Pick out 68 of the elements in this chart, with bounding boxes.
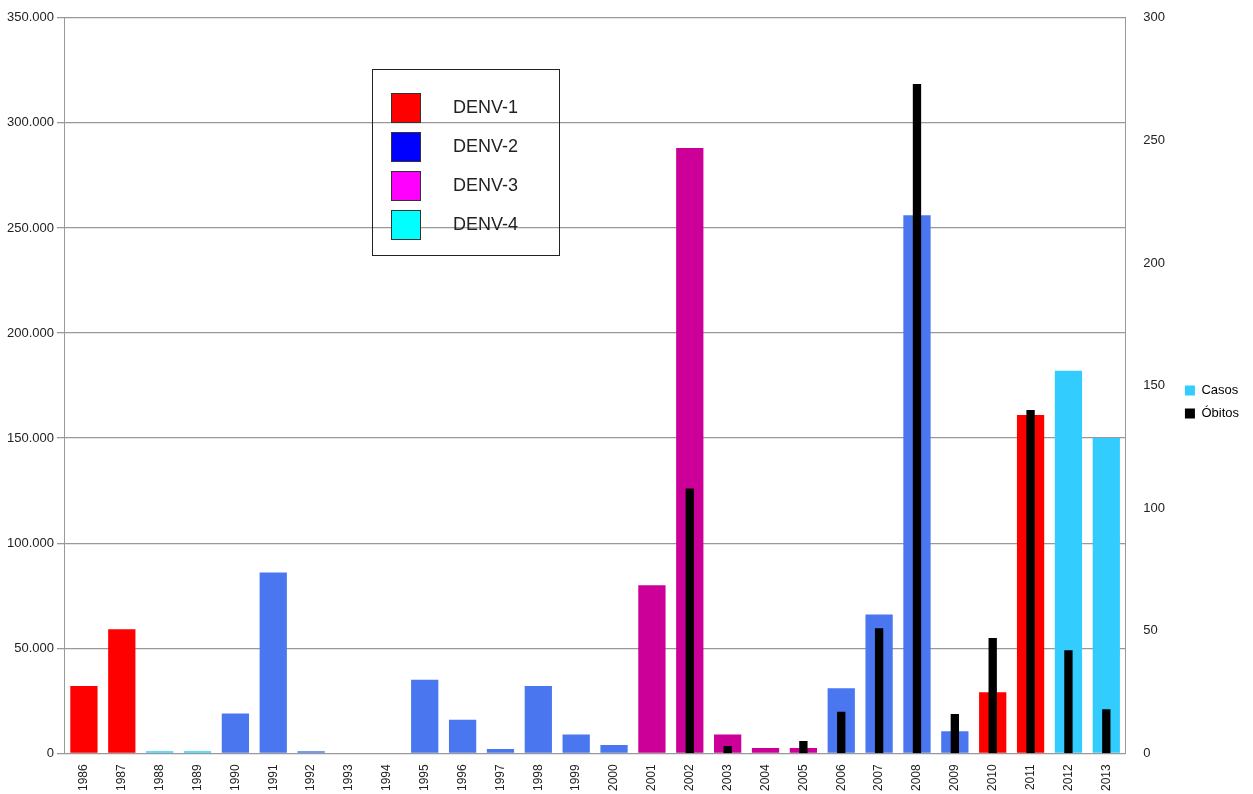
x-tick-label: 1999	[568, 763, 583, 792]
x-tick-label: 2000	[606, 763, 621, 792]
bar	[259, 572, 287, 753]
y2-tick-label: 200	[1143, 254, 1165, 270]
bar	[1092, 438, 1120, 753]
bar	[562, 734, 590, 753]
x-tick-label: 1988	[151, 763, 166, 792]
x-tick-label: 2013	[1098, 763, 1113, 792]
annotation: DENV-4	[453, 214, 519, 235]
x-tick-label: 1995	[417, 763, 432, 792]
bar	[600, 744, 628, 753]
bar	[221, 713, 250, 753]
x-tick-label: 2011	[1022, 763, 1037, 791]
bar	[411, 679, 439, 753]
bar	[751, 748, 780, 753]
bar	[1054, 370, 1083, 753]
x-tick-label: 1991	[265, 763, 280, 792]
x-tick-label: 1992	[303, 763, 318, 792]
bar	[1064, 650, 1073, 754]
annotation: DENV-1	[453, 97, 519, 118]
y-tick-label: 0	[46, 744, 54, 760]
y-tick-label: 200.000	[6, 324, 54, 340]
y2-tick-label: 300	[1143, 9, 1165, 25]
bar	[486, 749, 515, 753]
x-tick-label: 1996	[454, 763, 469, 792]
bar	[638, 585, 666, 753]
x-tick-label: 2006	[833, 763, 848, 792]
bar	[108, 629, 136, 753]
legend-label: Casos	[1201, 382, 1239, 398]
x-tick-label: 2007	[871, 763, 886, 792]
y2-tick-label: 0	[1143, 744, 1151, 760]
x-tick-label: 2010	[985, 763, 1000, 792]
x-tick-label: 2002	[682, 763, 697, 792]
y2-tick-label: 100	[1143, 499, 1165, 515]
x-tick-label: 1997	[492, 763, 507, 792]
x-tick-label: 1993	[341, 763, 356, 792]
x-tick-label: 2009	[947, 763, 962, 792]
y2-tick-label: 150	[1143, 377, 1165, 393]
x-tick-label: 1987	[114, 763, 129, 792]
x-tick-label: 2001	[644, 763, 659, 792]
legend-label: Óbitos	[1201, 405, 1240, 421]
y-tick-label: 100.000	[6, 534, 54, 550]
y-tick-label: 250.000	[6, 219, 54, 235]
x-tick-label: 2008	[909, 763, 924, 792]
bar	[837, 711, 846, 754]
bar	[524, 686, 552, 753]
bar	[70, 686, 98, 753]
y2-tick-label: 250	[1143, 131, 1165, 147]
y-tick-label: 350.000	[6, 9, 54, 25]
x-tick-label: 1994	[379, 763, 394, 792]
x-tick-label: 2012	[1060, 763, 1075, 792]
x-tick-label: 2004	[757, 763, 772, 792]
x-tick-label: 1998	[530, 763, 545, 792]
annotation: DENV-2	[453, 136, 519, 157]
bar	[1102, 709, 1111, 754]
y-tick-label: 50.000	[14, 639, 54, 655]
y2-tick-label: 50	[1143, 622, 1158, 638]
annotation: DENV-3	[453, 175, 519, 196]
x-tick-label: 1986	[76, 763, 91, 792]
x-tick-label: 1989	[189, 763, 204, 792]
x-tick-label: 2005	[795, 763, 810, 792]
bar	[685, 488, 694, 754]
y-tick-label: 300.000	[6, 114, 54, 130]
bar	[723, 745, 732, 754]
y-tick-label: 150.000	[6, 429, 54, 445]
x-tick-label: 1990	[227, 763, 242, 792]
x-tick-label: 2003	[719, 763, 734, 792]
bar	[448, 719, 477, 753]
